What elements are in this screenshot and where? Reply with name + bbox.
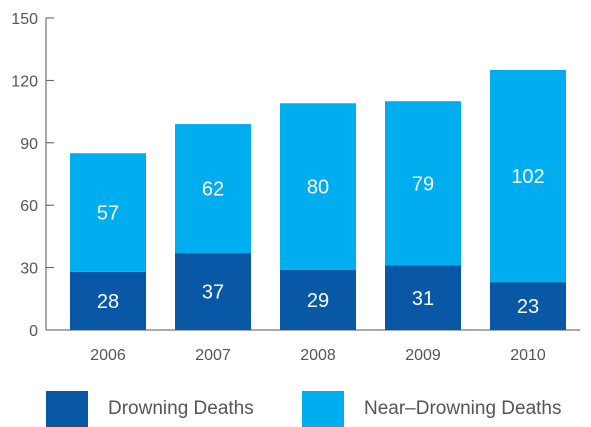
bar-data-label: 28 — [97, 291, 119, 313]
bar-segment-near-drowning-deaths — [175, 124, 251, 254]
bar-data-label: 62 — [202, 179, 224, 201]
y-tick-label: 30 — [20, 261, 38, 278]
bars: 28 57 37 62 29 80 31 79 23 102 — [70, 70, 566, 330]
bar-data-label: 37 — [202, 282, 224, 304]
bar-data-label: 23 — [517, 296, 539, 318]
x-tick-label: 2008 — [300, 347, 336, 364]
y-tick-label: 90 — [20, 136, 38, 153]
legend-swatch-near-drowning-deaths — [302, 391, 344, 427]
legend-item-drowning-deaths: Drowning Deaths — [46, 391, 254, 427]
x-axis: 2006 2007 2008 2009 2010 — [46, 329, 580, 364]
x-tick-label: 2006 — [90, 347, 126, 364]
y-tick-label: 0 — [29, 323, 38, 340]
bar-segment-near-drowning-deaths — [280, 103, 356, 270]
x-tick-label: 2010 — [510, 347, 546, 364]
x-tick-label: 2007 — [195, 347, 231, 364]
bar-data-label: 79 — [412, 173, 434, 195]
legend-label-drowning-deaths: Drowning Deaths — [108, 398, 254, 419]
bar-segment-near-drowning-deaths — [70, 153, 146, 272]
bar-segment-near-drowning-deaths — [385, 101, 461, 266]
bar-data-label: 80 — [307, 176, 329, 198]
bar-segment-drowning-deaths — [175, 253, 251, 330]
y-tick-label: 150 — [11, 11, 38, 28]
legend-item-near-drowning-deaths: Near–Drowning Deaths — [302, 391, 562, 427]
legend-swatch-drowning-deaths — [46, 391, 88, 427]
bar-segment-drowning-deaths — [385, 265, 461, 330]
bar-data-label: 102 — [511, 166, 544, 188]
y-tick-label: 60 — [20, 198, 38, 215]
bar-segment-near-drowning-deaths — [490, 70, 566, 283]
bar-data-label: 57 — [97, 202, 119, 224]
x-tick-label: 2009 — [405, 347, 441, 364]
legend-label-near-drowning-deaths: Near–Drowning Deaths — [364, 398, 562, 419]
stacked-bar-chart: 0 30 60 90 120 150 2006 2007 2008 2009 2010 28 57 3… — [11, 11, 580, 364]
bar-data-label: 29 — [307, 290, 329, 312]
bar-segment-drowning-deaths — [280, 269, 356, 330]
bar-data-label: 31 — [412, 288, 434, 310]
chart-legend: Drowning Deaths Near–Drowning Deaths — [46, 391, 591, 427]
bar-segment-drowning-deaths — [490, 282, 566, 330]
bar-segment-drowning-deaths — [70, 271, 146, 330]
y-tick-label: 120 — [11, 73, 38, 90]
y-axis: 0 30 60 90 120 150 — [11, 11, 54, 340]
